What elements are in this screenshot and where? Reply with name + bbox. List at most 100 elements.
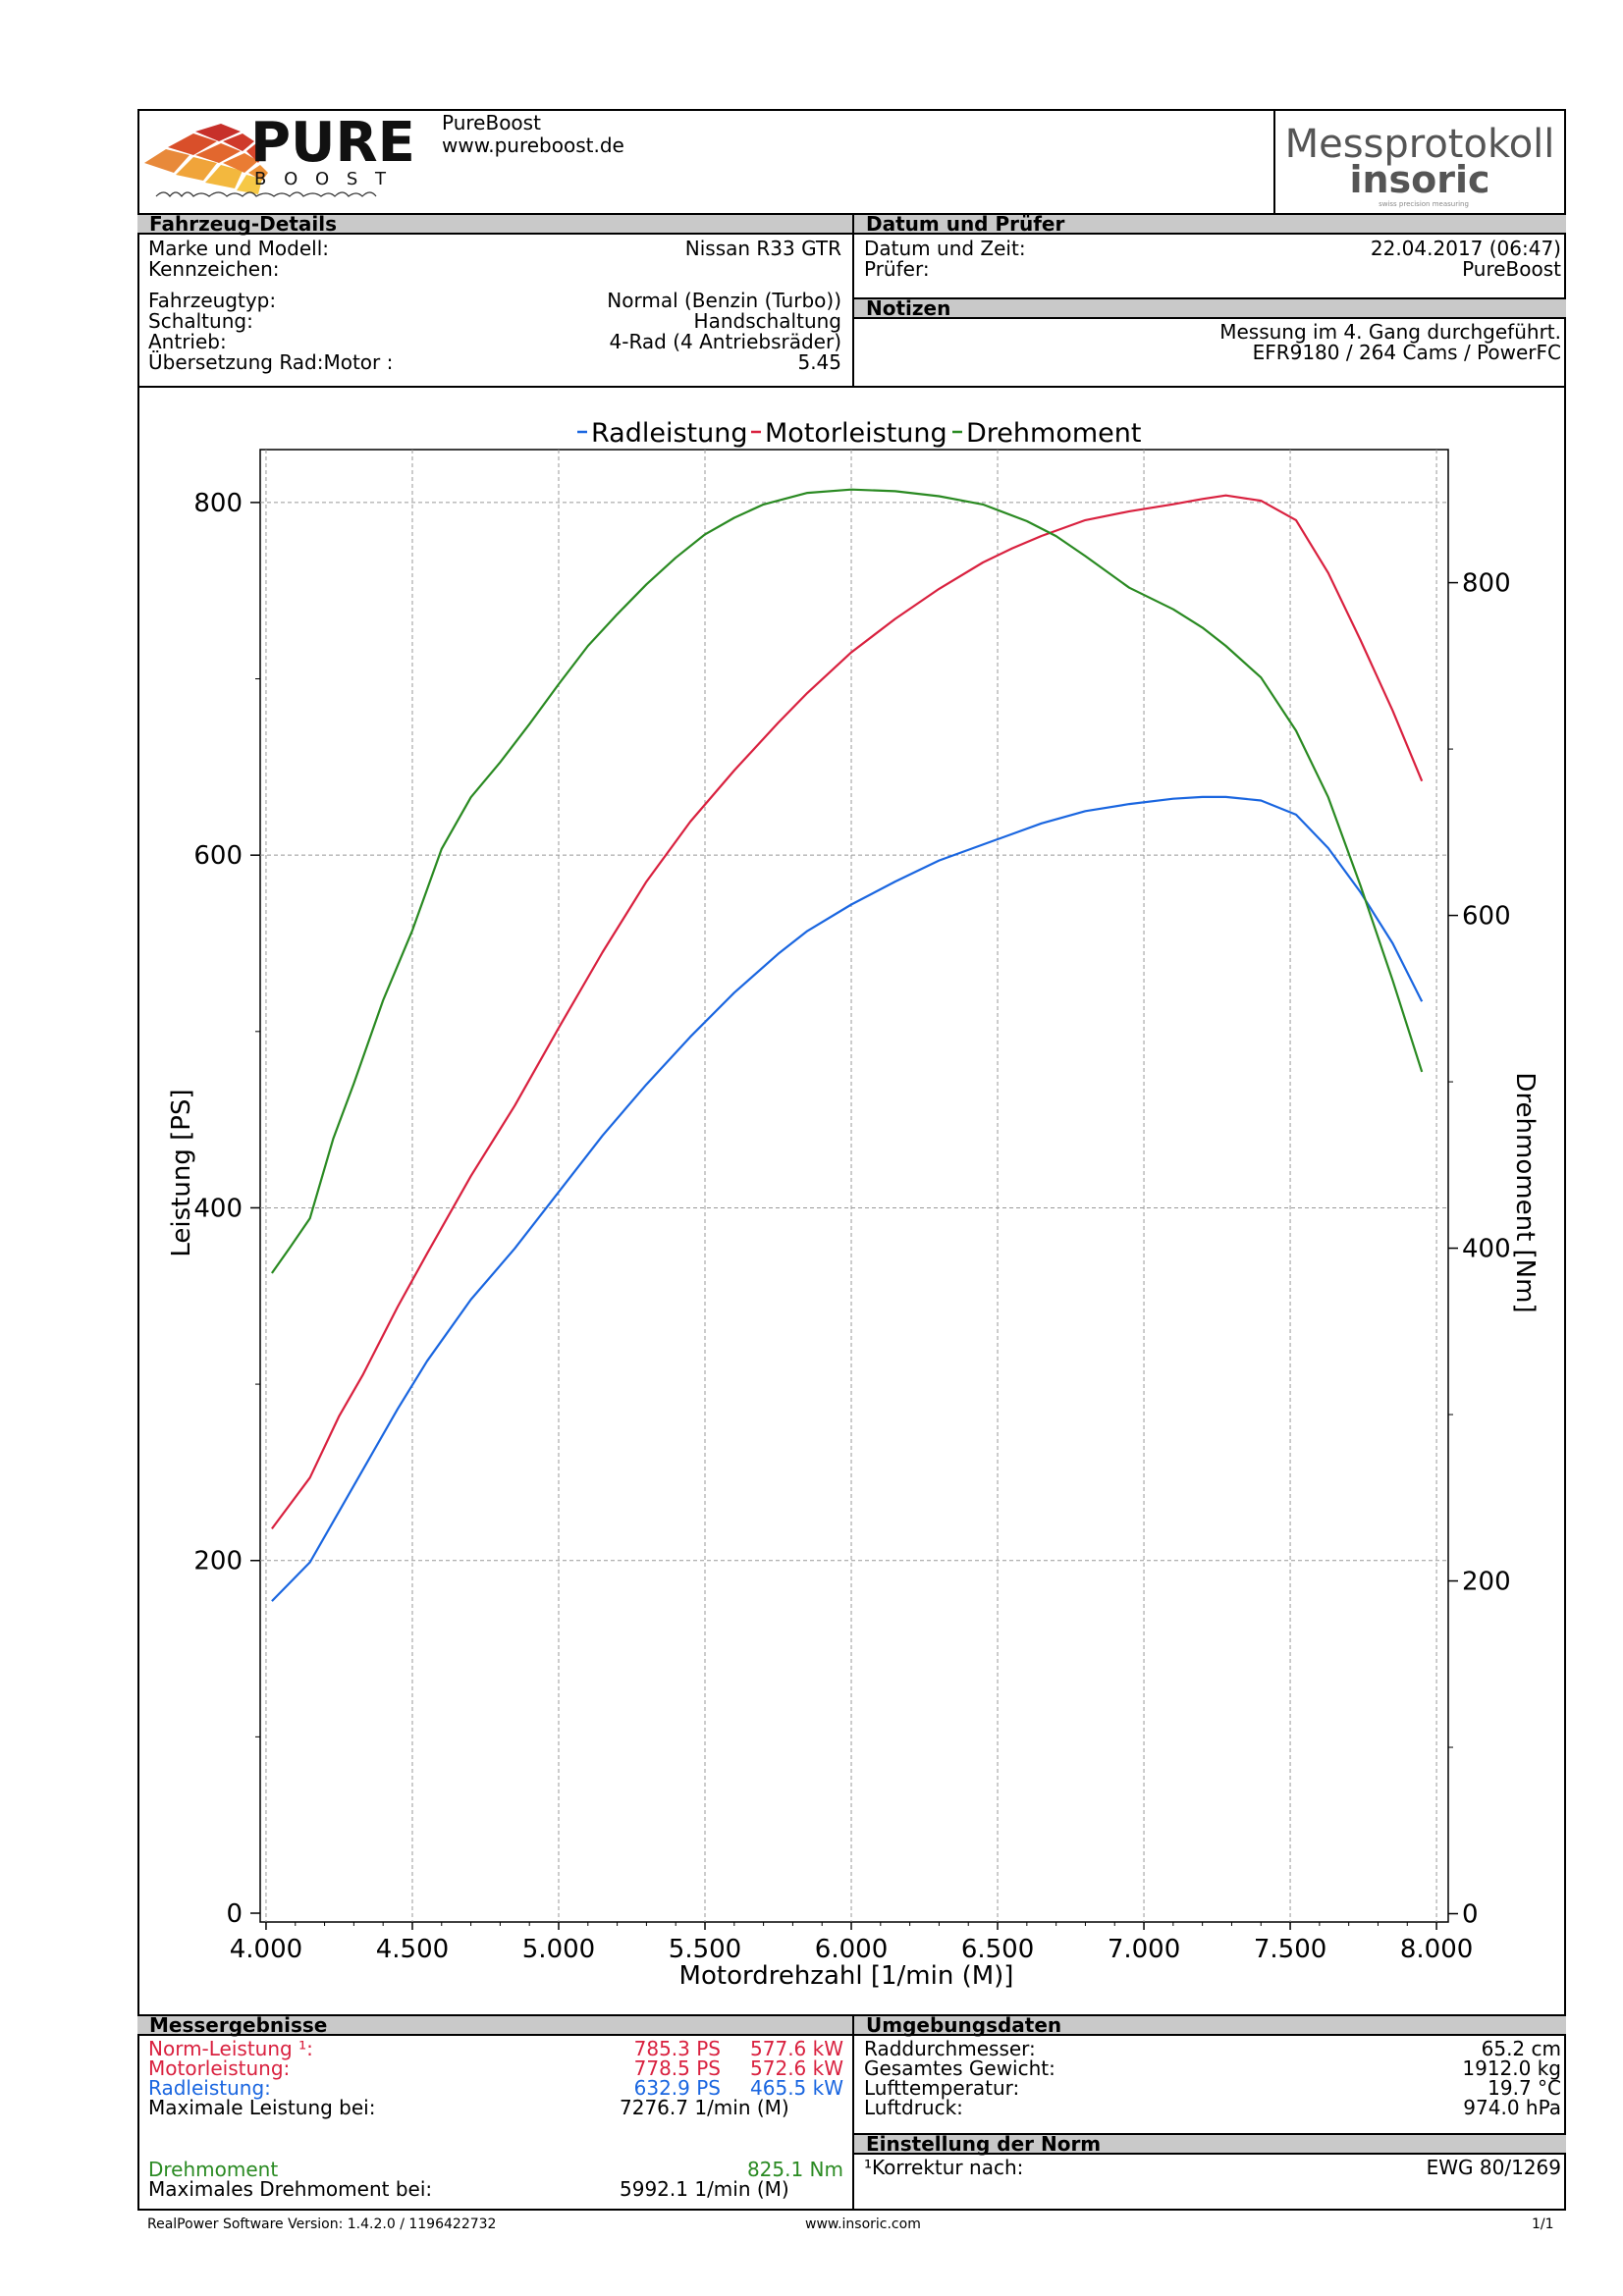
- x-tick-label: 4.500: [376, 1935, 449, 1964]
- y2-tick-label: 200: [1462, 1568, 1511, 1597]
- legend-label: Radleistung: [591, 418, 747, 449]
- x-tick-label: 5.500: [669, 1935, 741, 1964]
- vehicle-row-value: 4-Rad (4 Antriebsräder): [609, 330, 842, 353]
- tester-value: PureBoost: [1462, 257, 1561, 281]
- environment-label: Raddurchmesser:: [864, 2037, 1036, 2060]
- date-label: Datum und Zeit:: [864, 237, 1026, 260]
- vehicle-row-value: Nissan R33 GTR: [684, 237, 841, 260]
- company-block: PureBoost www.pureboost.de: [442, 112, 624, 157]
- results-section-title: Messergebnisse: [149, 2013, 328, 2037]
- pureboost-logo-graphic: PURE B O O S T: [144, 111, 415, 197]
- chart-legend: Radleistung Motorleistung Drehmoment: [577, 418, 1141, 449]
- report-brand: insoric: [1349, 158, 1489, 201]
- environment-section-header: Umgebungsdaten: [854, 2014, 1566, 2036]
- environment-value: 65.2 cm: [1481, 2037, 1561, 2060]
- company-website[interactable]: www.pureboost.de: [442, 133, 624, 157]
- max-torque-value: 5992.1 1/min (M): [620, 2177, 789, 2201]
- y2-tick-label: 800: [1462, 569, 1511, 599]
- environment-value: 19.7 °C: [1488, 2076, 1561, 2100]
- logo-box-divider: [1273, 109, 1275, 217]
- results-section-header: Messergebnisse: [137, 2014, 854, 2036]
- environment-value: 974.0 hPa: [1463, 2096, 1561, 2119]
- x-axis-title: Motordrehzahl [1/min (M)]: [679, 1961, 1014, 1991]
- x-tick-label: 7.000: [1108, 1935, 1180, 1964]
- max-torque-label: Maximales Drehmoment bei:: [148, 2177, 433, 2201]
- y2-tick-label: 600: [1462, 902, 1511, 932]
- notes-section-header: Notizen: [854, 297, 1566, 319]
- vehicle-section-header: Fahrzeug-Details: [137, 213, 854, 235]
- pureboost-logo: PURE B O O S T: [140, 111, 435, 206]
- legend-item: Radleistung: [577, 418, 747, 449]
- vehicle-row-label: Marke und Modell:: [148, 237, 330, 260]
- result-label: Radleistung:: [148, 2076, 271, 2100]
- chart-top-rule: [137, 386, 1566, 388]
- environment-section-title: Umgebungsdaten: [866, 2013, 1062, 2037]
- vehicle-row-value: 5.45: [797, 350, 841, 374]
- chart-series: [271, 488, 1424, 1602]
- vehicle-row-label: Antrieb:: [148, 330, 227, 353]
- result-value-2: 572.6 kW: [750, 2056, 843, 2080]
- vehicle-section-title: Fahrzeug-Details: [149, 212, 337, 236]
- result-label: Norm-Leistung ¹:: [148, 2037, 313, 2060]
- footer-url[interactable]: www.insoric.com: [805, 2216, 921, 2232]
- software-version: RealPower Software Version: 1.4.2.0 / 11…: [147, 2216, 497, 2232]
- notes-text-1: Messung im 4. Gang durchgeführt.: [1219, 320, 1561, 344]
- notes-section-title: Notizen: [866, 296, 951, 320]
- result-value-1: 778.5 PS: [633, 2056, 721, 2080]
- result-value-1: 7276.7 1/min (M): [620, 2096, 789, 2119]
- insoric-logo: Messprotokoll insoric swiss precision me…: [1276, 112, 1563, 215]
- torque-value: 825.1 Nm: [746, 2158, 843, 2181]
- norm-section-title: Einstellung der Norm: [866, 2132, 1102, 2156]
- norm-section-header: Einstellung der Norm: [854, 2133, 1566, 2155]
- report-frame: [137, 109, 1566, 2211]
- series-line-radleistung: [271, 795, 1424, 1602]
- x-tick-label: 7.500: [1254, 1935, 1326, 1964]
- plot-area: [259, 449, 1449, 1923]
- torque-label: Drehmoment: [148, 2158, 279, 2181]
- logo-signature-graphic: [155, 191, 377, 197]
- legend-label: Drehmoment: [966, 418, 1141, 449]
- norm-label: ¹Korrektur nach:: [864, 2156, 1024, 2179]
- y-tick-label: 0: [226, 1899, 243, 1929]
- insoric-logo-graphic: Messprotokoll insoric swiss precision me…: [1285, 122, 1555, 208]
- result-value-2: 577.6 kW: [750, 2037, 843, 2060]
- y2-axis-title: Drehmoment [Nm]: [1510, 1072, 1540, 1312]
- y-axis-title: Leistung [PS]: [167, 1089, 196, 1256]
- result-value-1: 632.9 PS: [633, 2076, 721, 2100]
- tester-label: Prüfer:: [864, 257, 930, 281]
- result-value-1: 785.3 PS: [633, 2037, 721, 2060]
- environment-label: Gesamtes Gewicht:: [864, 2056, 1055, 2080]
- x-tick-label: 8.000: [1400, 1935, 1473, 1964]
- date-value: 22.04.2017 (06:47): [1370, 237, 1561, 260]
- y-tick-label: 400: [193, 1194, 243, 1223]
- vehicle-row-value: Handschaltung: [693, 309, 841, 333]
- x-tick-label: 4.000: [230, 1935, 302, 1964]
- norm-value: EWG 80/1269: [1426, 2156, 1561, 2179]
- legend-item: Motorleistung: [751, 418, 947, 449]
- company-name: PureBoost: [442, 111, 541, 134]
- notes-text-2: EFR9180 / 264 Cams / PowerFC: [1252, 341, 1561, 364]
- page-number: 1/1: [1532, 2216, 1554, 2232]
- y2-tick-label: 0: [1462, 1900, 1479, 1930]
- vehicle-row-value: Normal (Benzin (Turbo)): [607, 289, 841, 312]
- y-tick-label: 200: [193, 1547, 243, 1576]
- environment-label: Lufttemperatur:: [864, 2076, 1020, 2100]
- series-line-drehmoment: [271, 488, 1424, 1274]
- report-title: Messprotokoll: [1285, 122, 1555, 167]
- logo-subtext: B O O S T: [254, 169, 392, 189]
- info-column-divider: [852, 213, 854, 388]
- vehicle-row-label: Kennzeichen:: [148, 257, 280, 281]
- environment-label: Luftdruck:: [864, 2096, 963, 2119]
- x-tick-label: 5.000: [522, 1935, 595, 1964]
- x-tick-label: 6.000: [815, 1935, 888, 1964]
- result-label: Motorleistung:: [148, 2056, 291, 2080]
- legend-label: Motorleistung: [765, 418, 947, 449]
- x-tick-label: 6.500: [961, 1935, 1034, 1964]
- left-axis: 0 200 400 600 800: [193, 489, 260, 1929]
- report-tagline: swiss precision measuring: [1379, 200, 1469, 208]
- results-column-divider: [852, 2014, 854, 2209]
- result-value-2: 465.5 kW: [750, 2076, 843, 2100]
- x-axis: 4.000 4.500 5.000 5.500 6.000 6.500 7.000 7.500…: [230, 1922, 1473, 1964]
- vehicle-row-label: Fahrzeugtyp:: [148, 289, 277, 312]
